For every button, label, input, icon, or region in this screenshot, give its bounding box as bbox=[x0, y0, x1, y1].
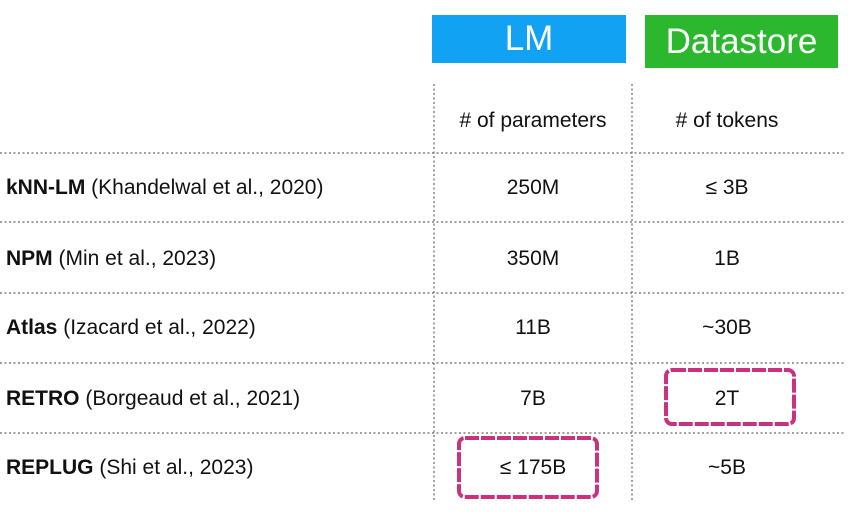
column-header: # of tokens bbox=[675, 109, 779, 132]
row-label: REPLUG (Shi et al., 2023) bbox=[6, 456, 253, 480]
citation: (Min et al., 2023) bbox=[58, 247, 217, 270]
tokens: ~30B bbox=[702, 316, 752, 339]
citation: (Shi et al., 2023) bbox=[99, 456, 254, 479]
model-name: Atlas bbox=[6, 316, 58, 339]
datastore-label: Datastore bbox=[645, 15, 838, 68]
tokens: 1B bbox=[714, 247, 740, 270]
row-label: Atlas (Izacard et al., 2022) bbox=[6, 316, 256, 340]
column-header: # of parameters bbox=[459, 109, 607, 132]
citation: (Izacard et al., 2022) bbox=[63, 316, 256, 339]
citation: (Khandelwal et al., 2020) bbox=[91, 176, 324, 199]
parameters: 250M bbox=[506, 176, 560, 199]
parameters: 350M bbox=[506, 247, 560, 270]
tokens: ~5B bbox=[708, 456, 746, 479]
model-name: RETRO bbox=[6, 387, 80, 410]
parameters: 11B bbox=[515, 316, 551, 339]
row-label: RETRO (Borgeaud et al., 2021) bbox=[6, 387, 300, 411]
model-name: kNN-LM bbox=[6, 176, 86, 199]
row-label: NPM (Min et al., 2023) bbox=[6, 247, 216, 271]
tokens: 2T bbox=[714, 387, 740, 410]
highlight bbox=[664, 368, 796, 426]
tokens: ≤ 3B bbox=[705, 176, 749, 199]
citation: (Borgeaud et al., 2021) bbox=[85, 387, 301, 410]
lm-label: LM bbox=[432, 15, 626, 63]
parameters: 7B bbox=[520, 387, 546, 410]
parameters: ≤ 175B bbox=[499, 456, 567, 479]
model-name: REPLUG bbox=[6, 456, 94, 479]
row-label: kNN-LM (Khandelwal et al., 2020) bbox=[6, 176, 323, 200]
model-name: NPM bbox=[6, 247, 53, 270]
